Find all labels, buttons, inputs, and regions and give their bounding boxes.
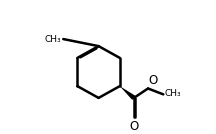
Polygon shape <box>120 86 136 100</box>
Text: CH₃: CH₃ <box>165 89 181 98</box>
Text: CH₃: CH₃ <box>44 35 61 44</box>
Text: O: O <box>149 74 158 87</box>
Text: O: O <box>129 120 138 133</box>
